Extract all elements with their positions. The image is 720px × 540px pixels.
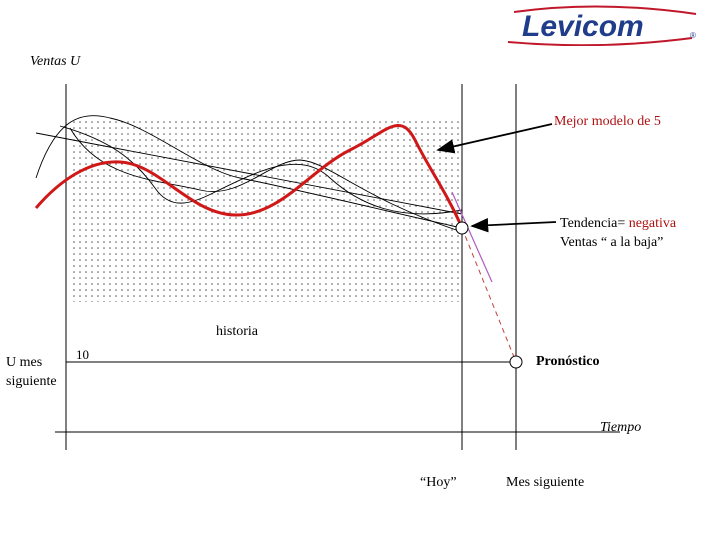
logo-swoosh-bottom — [507, 37, 693, 46]
best-model-arrow — [436, 123, 553, 154]
model-line-4 — [35, 132, 463, 215]
history-label: historia — [216, 324, 258, 339]
model-curve-3 — [69, 127, 463, 233]
forecast-label: Pronóstico — [536, 354, 600, 369]
sales-down-label: Ventas “ a la baja” — [560, 235, 664, 250]
best-model-curve — [34, 124, 464, 229]
y-axis-label: Ventas U — [30, 54, 81, 69]
units-label-line1: U mes — [6, 355, 43, 370]
trend-arrow — [470, 218, 557, 233]
trend-label-text: Tendencia= — [560, 216, 626, 231]
forecast-point — [509, 355, 523, 369]
units-value: 10 — [76, 347, 89, 362]
trend-line — [451, 191, 493, 283]
units-label-line2: siguiente — [6, 374, 57, 389]
model-curve-1 — [35, 115, 463, 229]
logo-registered: ® — [690, 31, 696, 40]
logo-text: Levicom — [522, 10, 644, 43]
best-model-label: Mejor modelo de 5 — [554, 114, 661, 129]
logo-swoosh-top — [513, 5, 697, 15]
levicom-logo: Levicom ® — [507, 5, 697, 46]
history-region — [70, 118, 462, 302]
x-axis-label: Tiempo — [600, 420, 642, 435]
today-point — [455, 221, 469, 235]
trend-value: negativa — [625, 216, 677, 231]
trend-label: Tendencia= negativa — [560, 216, 676, 232]
next-month-label: Mes siguiente — [506, 475, 585, 490]
today-label: “Hoy” — [420, 475, 457, 490]
forecast-projection-line — [461, 227, 517, 363]
